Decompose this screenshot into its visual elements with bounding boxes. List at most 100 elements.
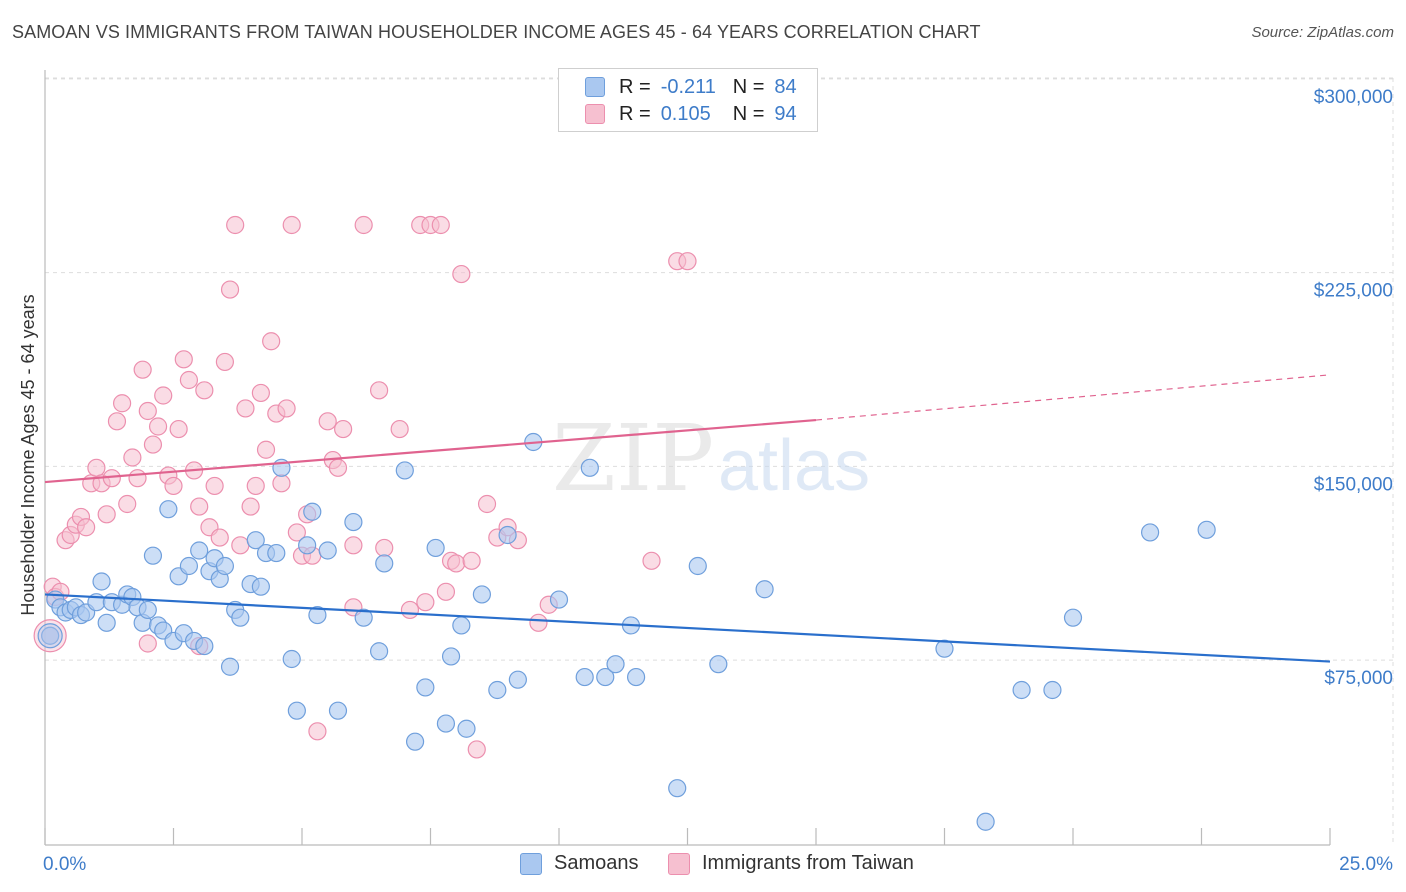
samoan-point (976, 812, 995, 831)
y-tick-label: $300,000 (1314, 87, 1393, 108)
taiwan-point (370, 381, 389, 400)
samoans-swatch (520, 852, 542, 875)
y-tick-label: $75,000 (1324, 668, 1393, 689)
samoan-point (41, 626, 60, 645)
samoan-point (1197, 520, 1216, 539)
legend-row-samoans: R = -0.211 N = 84 (585, 74, 797, 100)
taiwan-point (642, 551, 661, 570)
taiwan-point (308, 722, 327, 741)
taiwan-point (123, 448, 142, 467)
taiwan-point (179, 370, 199, 390)
samoan-point (498, 525, 517, 545)
bottom-legend-taiwan: Immigrants from Taiwan (668, 852, 914, 875)
taiwan-point (334, 419, 353, 439)
taiwan-point (138, 401, 157, 421)
taiwan-point (318, 412, 337, 431)
samoan-point (457, 719, 476, 738)
samoan-point (328, 701, 348, 720)
y-axis-label: Householder Income Ages 45 - 64 years (18, 294, 38, 615)
taiwan-trend-line (44, 418, 817, 484)
legend-row-taiwan: R = 0.105 N = 94 (585, 101, 797, 127)
samoan-point (441, 647, 461, 666)
taiwan-point (148, 417, 168, 436)
taiwan-point (287, 523, 306, 542)
axes (44, 70, 1331, 846)
samoan-point (267, 543, 286, 563)
taiwan-point (226, 215, 245, 235)
samoan-point (452, 616, 471, 635)
taiwan-point (107, 412, 127, 431)
samoan-point (426, 538, 445, 558)
taiwan-point (431, 215, 450, 235)
taiwan-point (436, 582, 456, 601)
taiwan-point (236, 399, 255, 418)
taiwan-point (262, 332, 281, 351)
samoan-point (215, 556, 234, 576)
samoan-point (354, 608, 373, 627)
x-tick-labels: 0.0% 25.0% (43, 854, 1393, 875)
taiwan-point (138, 634, 157, 653)
taiwan-point (344, 536, 363, 555)
taiwan-point (354, 215, 373, 235)
taiwan-point (447, 554, 466, 573)
samoan-point (97, 613, 116, 632)
samoan-point (246, 531, 265, 550)
samoan-point (1043, 680, 1062, 700)
samoan-point (190, 541, 209, 560)
taiwan-point (241, 497, 260, 516)
watermark-atlas: atlas (718, 426, 870, 506)
samoan-point (318, 541, 337, 560)
samoan-point (472, 585, 491, 604)
taiwan-point (400, 600, 420, 620)
samoan-point (308, 605, 327, 625)
taiwan-point (272, 474, 291, 493)
taiwan-point (529, 613, 548, 632)
samoan-point (370, 642, 389, 661)
samoan-points (37, 432, 1216, 831)
legend-r-label: R = (619, 75, 651, 98)
samoan-point (416, 678, 435, 697)
legend-r-value: 0.105 (660, 102, 711, 125)
samoan-point (159, 500, 178, 519)
samoan-point (580, 458, 599, 477)
legend-n-value: 94 (774, 102, 797, 125)
bottom-legend-samoans: Samoans (520, 852, 639, 875)
samoan-point (195, 636, 214, 656)
taiwan-point (282, 215, 301, 235)
taiwan-point (174, 350, 193, 369)
taiwan-point (416, 593, 435, 612)
taiwan-point (251, 383, 270, 403)
chart-title: SAMOAN VS IMMIGRANTS FROM TAIWAN HOUSEHO… (12, 22, 981, 42)
taiwan-point (143, 435, 163, 454)
samoans-trend-line (44, 593, 1331, 663)
samoan-point (488, 680, 507, 700)
legend: R = -0.211 N = 84 R = 0.105 N = 94 (558, 68, 818, 132)
y-tick-label: $150,000 (1314, 474, 1393, 495)
taiwan-point (452, 264, 471, 284)
taiwan-point (77, 518, 96, 537)
samoan-point (282, 649, 301, 669)
taiwan-point (256, 440, 276, 459)
samoan-point (1140, 523, 1160, 542)
samoans-swatch (585, 77, 605, 97)
samoan-point (1012, 680, 1031, 700)
taiwan-point (678, 252, 697, 271)
samoan-point (549, 590, 569, 609)
samoan-point (596, 667, 615, 687)
taiwan-point (128, 469, 147, 488)
y-tick-labels: $75,000 $150,000 $225,000 $300,000 (1314, 87, 1393, 689)
samoan-point (344, 512, 363, 532)
samoan-point (92, 572, 111, 591)
taiwan-point (190, 497, 209, 516)
taiwan-point (210, 528, 229, 547)
bottom-legend: Samoans Immigrants from Taiwan (0, 852, 1406, 878)
x-tick-label: 25.0% (1339, 854, 1393, 875)
samoan-point (303, 502, 322, 521)
x-tick-label: 0.0% (43, 854, 86, 875)
taiwan-point (118, 494, 137, 514)
samoan-point (508, 670, 527, 689)
samoan-point (251, 577, 270, 596)
samoan-point (436, 714, 456, 733)
samoan-point (138, 600, 157, 620)
